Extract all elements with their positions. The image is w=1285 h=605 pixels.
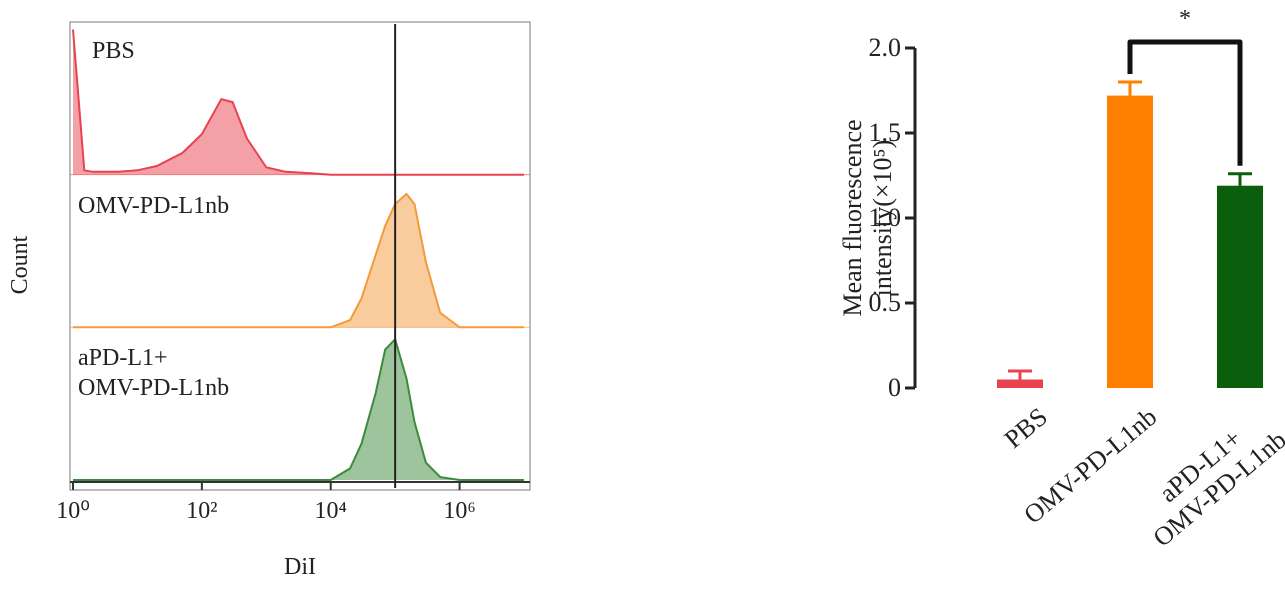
- bar: [1107, 95, 1153, 388]
- series-label: OMV-PD-L1nb: [78, 192, 230, 219]
- x-tick-label: 10⁰: [56, 498, 90, 524]
- x-tick-label: 10²: [186, 498, 218, 524]
- y-tick-label: 0: [888, 373, 901, 402]
- density-line: [72, 29, 524, 176]
- y-tick-label: 1.0: [868, 203, 902, 232]
- bar: [997, 379, 1043, 388]
- bar: [1217, 185, 1263, 388]
- series-label: aPD-L1+ OMV-PD-L1nb: [78, 345, 230, 402]
- x-tick-label: 10⁴: [314, 498, 347, 524]
- area-fill: [73, 339, 524, 480]
- x-tick-label: 10⁶: [443, 498, 476, 524]
- error-bar: [1008, 369, 1032, 380]
- y-tick-label: 1.5: [868, 118, 902, 147]
- significance-label: *: [1179, 6, 1191, 32]
- area-fill: [73, 29, 524, 175]
- area-fill: [73, 193, 524, 328]
- plot-frame: [69, 21, 531, 491]
- y-axis-title: Count: [7, 235, 33, 295]
- density-line: [73, 337, 524, 481]
- series-label: PBS: [92, 38, 135, 64]
- y-tick-label: 0.5: [868, 288, 902, 317]
- y-tick-label: 2.0: [868, 33, 902, 62]
- significance-bracket: [1127, 39, 1243, 166]
- error-bar: [1228, 172, 1252, 186]
- y-axis-title: Mean fluorescence intensity(×10⁵): [838, 119, 897, 317]
- error-bar: [1118, 80, 1142, 96]
- x-axis-title: DiI: [284, 554, 316, 580]
